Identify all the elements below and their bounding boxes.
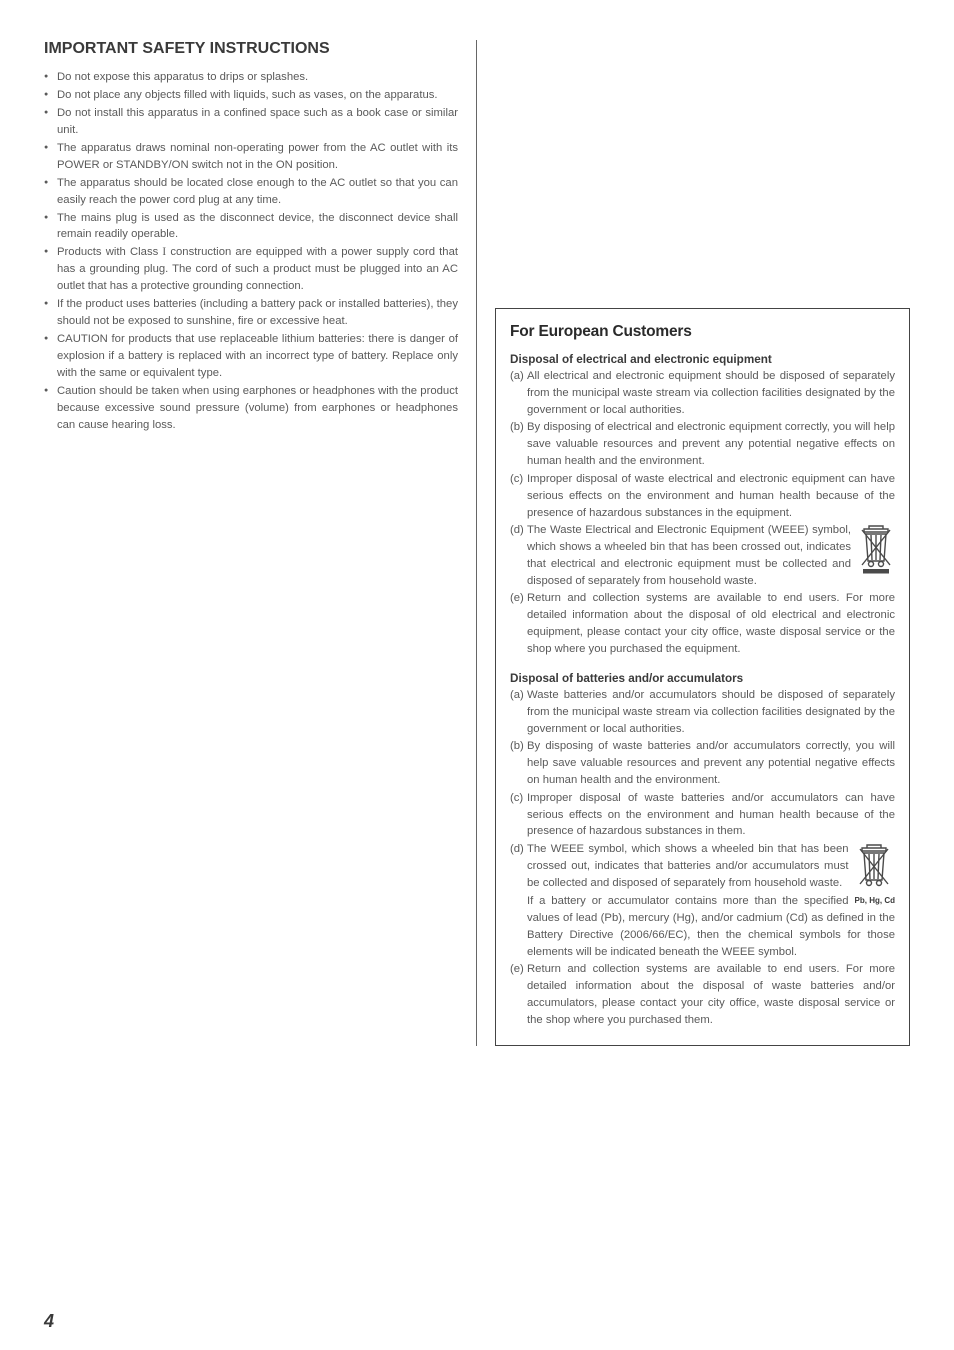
weee-bin-icon: [857, 524, 895, 580]
bullet-item: Do not install this apparatus in a confi…: [44, 105, 458, 139]
section1-heading: Disposal of electrical and electronic eq…: [510, 353, 895, 366]
left-column: IMPORTANT SAFETY INSTRUCTIONS Do not exp…: [44, 40, 477, 1046]
list-item: (d): [510, 841, 895, 961]
list-item: (c)Improper disposal of waste electrical…: [510, 471, 895, 522]
bullet-item: Products with Class I construction are e…: [44, 244, 458, 295]
list-item: (a)Waste batteries and/or accumulators s…: [510, 687, 895, 738]
bullet-item: CAUTION for products that use replaceabl…: [44, 331, 458, 382]
bullet-item: The apparatus draws nominal non-operatin…: [44, 140, 458, 174]
right-column: For European Customers Disposal of elect…: [477, 40, 910, 1046]
list-item: (b)By disposing of waste batteries and/o…: [510, 738, 895, 789]
item-text: By disposing of electrical and electroni…: [527, 421, 895, 467]
item-text: Return and collection systems are availa…: [527, 963, 895, 1026]
pbhgcd-label: Pb, Hg, Cd: [855, 895, 895, 907]
section1-list: (a)All electrical and electronic equipme…: [510, 368, 895, 658]
list-item: (c)Improper disposal of waste batteries …: [510, 790, 895, 841]
item-text: The WEEE symbol, which shows a wheeled b…: [527, 843, 849, 889]
safety-bullets: Do not expose this apparatus to drips or…: [44, 69, 458, 434]
weee-bin-pbhgcd-icon: Pb, Hg, Cd: [855, 843, 895, 907]
page-number: 4: [44, 1311, 54, 1332]
item-text: Return and collection systems are availa…: [527, 592, 895, 655]
item-text: Waste batteries and/or accumulators shou…: [527, 689, 895, 735]
list-item: (d): [510, 522, 895, 590]
list-item: (e)Return and collection systems are ava…: [510, 961, 895, 1029]
bullet-item: The mains plug is used as the disconnect…: [44, 210, 458, 244]
list-item: (a)All electrical and electronic equipme…: [510, 368, 895, 419]
european-customers-box: For European Customers Disposal of elect…: [495, 308, 910, 1046]
section2-list: (a)Waste batteries and/or accumulators s…: [510, 687, 895, 1029]
item-text-extra: If a battery or accumulator contains mor…: [527, 893, 895, 961]
bullet-item: Caution should be taken when using earph…: [44, 383, 458, 434]
bullet-item: Do not expose this apparatus to drips or…: [44, 69, 458, 86]
list-item: (e)Return and collection systems are ava…: [510, 590, 895, 658]
item-text: Improper disposal of waste electrical an…: [527, 473, 895, 519]
bullet-item: If the product uses batteries (including…: [44, 296, 458, 330]
item-text: By disposing of waste batteries and/or a…: [527, 740, 895, 786]
bullet-item: The apparatus should be located close en…: [44, 175, 458, 209]
section2-heading: Disposal of batteries and/or accumulator…: [510, 672, 895, 685]
list-item: (b)By disposing of electrical and electr…: [510, 419, 895, 470]
item-text: The Waste Electrical and Electronic Equi…: [527, 524, 851, 587]
item-text: Improper disposal of waste batteries and…: [527, 792, 895, 838]
bullet-item: Do not place any objects filled with liq…: [44, 87, 458, 104]
box-heading: For European Customers: [510, 323, 895, 341]
item-text: All electrical and electronic equipment …: [527, 370, 895, 416]
safety-heading: IMPORTANT SAFETY INSTRUCTIONS: [44, 40, 458, 58]
